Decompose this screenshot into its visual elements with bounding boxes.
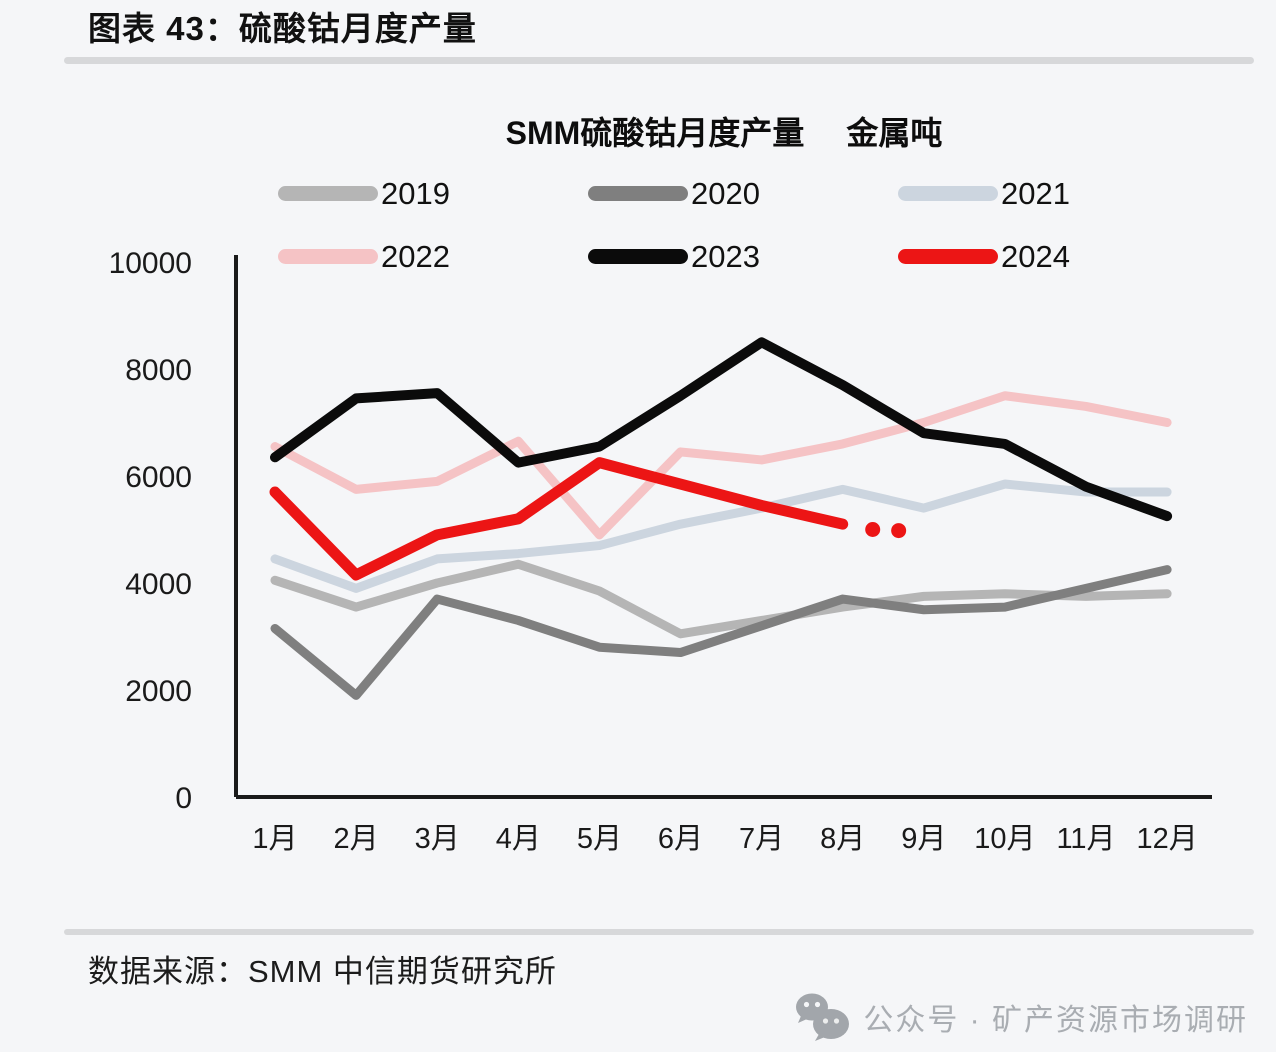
legend-item-2023: 2023	[588, 236, 898, 276]
data-source-note: 数据来源：SMM 中信期货研究所	[88, 954, 557, 989]
x-tick-label: 5月	[577, 823, 622, 855]
legend-label-2024: 2024	[1001, 238, 1070, 274]
watermark: 公众号 · 矿产资源市场调研	[793, 992, 1248, 1042]
top-divider	[64, 57, 1254, 64]
chart-unit-label: 金属吨	[846, 115, 943, 151]
legend-swatch-2022	[278, 248, 378, 264]
legend-label-2020: 2020	[691, 175, 760, 211]
x-tick-label: 3月	[415, 823, 460, 855]
chart-title: SMM硫酸钴月度产量 金属吨	[236, 108, 1212, 154]
legend-label-2022: 2022	[381, 238, 450, 274]
watermark-text: 公众号 · 矿产资源市场调研	[863, 1004, 1248, 1037]
forecast-dot-2024	[891, 523, 907, 539]
y-tick-label: 2000	[125, 675, 192, 708]
bottom-divider	[64, 929, 1254, 935]
series-line-2024	[269, 457, 849, 581]
series-line-2023	[270, 337, 1173, 522]
x-tick-label: 6月	[658, 823, 703, 855]
legend-item-2024: 2024	[898, 236, 1210, 276]
wechat-icon	[796, 993, 850, 1041]
y-tick-label: 4000	[125, 568, 192, 601]
legend-label-2021: 2021	[1001, 175, 1070, 211]
y-tick-label: 0	[175, 782, 192, 815]
x-tick-label: 9月	[901, 823, 946, 855]
y-tick-label: 10000	[109, 247, 192, 280]
legend-swatch-2023	[588, 248, 688, 264]
y-tick-label: 6000	[125, 461, 192, 494]
legend-label-2019: 2019	[381, 175, 450, 211]
series-line-2021	[270, 479, 1172, 593]
x-tick-label: 2月	[334, 823, 379, 855]
legend-swatch-2021	[898, 185, 998, 201]
x-tick-label: 4月	[496, 823, 541, 855]
x-tick-label: 8月	[820, 823, 865, 855]
series-line-2022	[270, 391, 1172, 540]
legend-label-2023: 2023	[691, 238, 760, 274]
legend-item-2019: 2019	[278, 173, 588, 213]
legend-swatch-2024	[898, 248, 998, 264]
x-tick-label: 10月	[974, 823, 1035, 855]
legend-item-2022: 2022	[278, 236, 588, 276]
y-tick-label: 8000	[125, 354, 192, 387]
x-tick-label: 12月	[1136, 823, 1197, 855]
series-line-2019	[270, 559, 1172, 639]
x-tick-label: 1月	[252, 823, 297, 855]
chart-legend: 2019 2020 2021 2022 2023 2024	[278, 173, 1210, 276]
legend-swatch-2020	[588, 185, 688, 201]
series-line-2020	[270, 565, 1172, 700]
figure-title: 图表 43：硫酸钴月度产量	[88, 10, 477, 47]
legend-item-2020: 2020	[588, 173, 898, 213]
forecast-dot-2024	[865, 522, 881, 537]
x-tick-label: 11月	[1056, 823, 1115, 855]
legend-swatch-2019	[278, 185, 378, 201]
legend-item-2021: 2021	[898, 173, 1210, 213]
x-tick-label: 7月	[739, 823, 784, 855]
chart-title-text: SMM硫酸钴月度产量	[505, 115, 805, 151]
